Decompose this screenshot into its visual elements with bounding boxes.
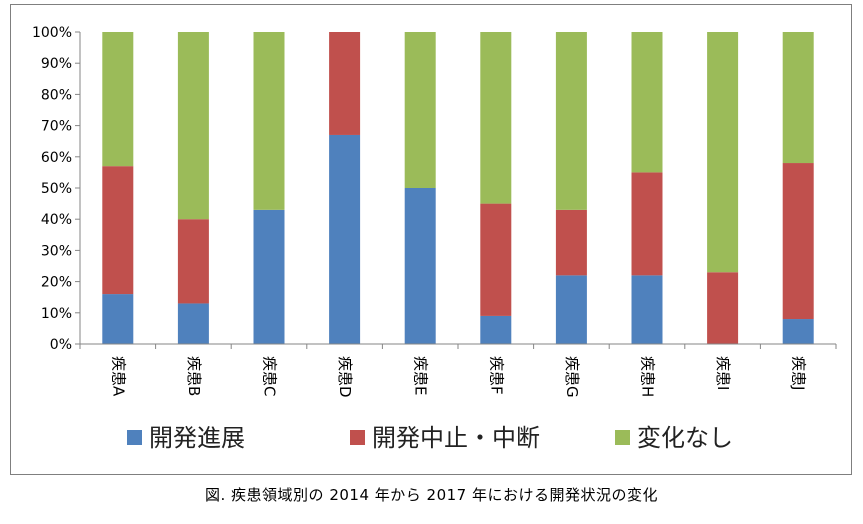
bars (102, 32, 814, 344)
x-category-label: 疾患B (185, 356, 203, 396)
bar-segment (782, 319, 814, 344)
x-category-label: 疾患I (714, 356, 732, 390)
legend-swatch (127, 430, 142, 445)
bar-segment (253, 209, 285, 344)
y-tick-label: 60% (41, 150, 72, 166)
bar-segment (102, 294, 134, 344)
bar-segment (782, 32, 814, 164)
bar-segment (102, 32, 134, 167)
bar-segment (707, 32, 739, 273)
bar-segment (707, 272, 739, 344)
x-category-label: 疾患A (109, 356, 127, 397)
y-tick-label: 50% (41, 181, 72, 197)
figure-caption: 図. 疾患領域別の 2014 年から 2017 年における開発状況の変化 (205, 486, 658, 504)
bar-segment (555, 275, 587, 344)
x-axis: 疾患A 疾患B 疾患C 疾患D 疾患E 疾患F 疾患G 疾患H 疾患I 疾患J (79, 343, 837, 398)
bar-segment (480, 32, 512, 204)
legend-label: 変化なし (637, 424, 733, 452)
y-tick-label: 20% (41, 275, 72, 291)
bar-segment (631, 275, 663, 344)
bar-segment (329, 32, 361, 135)
bar-segment (177, 303, 209, 344)
bar-segment (404, 188, 436, 344)
x-category-label: 疾患F (487, 356, 505, 395)
y-tick-label: 70% (41, 119, 72, 135)
x-category-label: 疾患E (412, 356, 430, 395)
legend-swatch (615, 430, 630, 445)
bar-segment (177, 32, 209, 220)
x-category-label: 疾患D (336, 356, 354, 398)
bar-segment (177, 219, 209, 304)
y-tick-label: 10% (41, 306, 72, 322)
bar-segment (480, 203, 512, 316)
x-category-label: 疾患H (639, 356, 657, 397)
bar-segment (102, 166, 134, 295)
y-tick-label: 30% (41, 243, 72, 259)
legend: 開発進展 開発中止・中断 変化なし (127, 424, 733, 452)
bar-segment (555, 209, 587, 276)
bar-segment (480, 315, 512, 344)
bar-segment (253, 32, 285, 210)
y-tick-label: 90% (41, 56, 72, 72)
bar-segment (404, 32, 436, 188)
bar-segment (631, 32, 663, 173)
stacked-bar-chart: 0% 10% 20% 30% 40% 50% 60% 70% 80% 90% 100% 疾患A 疾患B… (32, 25, 837, 452)
legend-label: 開発進展 (149, 424, 245, 452)
y-tick-label: 40% (41, 212, 72, 228)
x-category-label: 疾患G (563, 356, 581, 398)
y-tick-label: 100% (32, 25, 72, 41)
bar-segment (631, 172, 663, 276)
bar-segment (329, 134, 361, 344)
x-category-label: 疾患C (261, 356, 279, 396)
y-tick-label: 80% (41, 87, 72, 103)
x-category-label: 疾患J (790, 356, 808, 390)
y-axis: 0% 10% 20% 30% 40% 50% 60% 70% 80% 90% 100% (32, 25, 81, 353)
legend-swatch (350, 430, 365, 445)
legend-label: 開発中止・中断 (372, 424, 540, 452)
y-tick-label: 0% (50, 337, 72, 353)
bar-segment (555, 32, 587, 210)
bar-segment (782, 163, 814, 320)
chart-frame: 0% 10% 20% 30% 40% 50% 60% 70% 80% 90% 100% 疾患A 疾患B… (10, 4, 852, 475)
